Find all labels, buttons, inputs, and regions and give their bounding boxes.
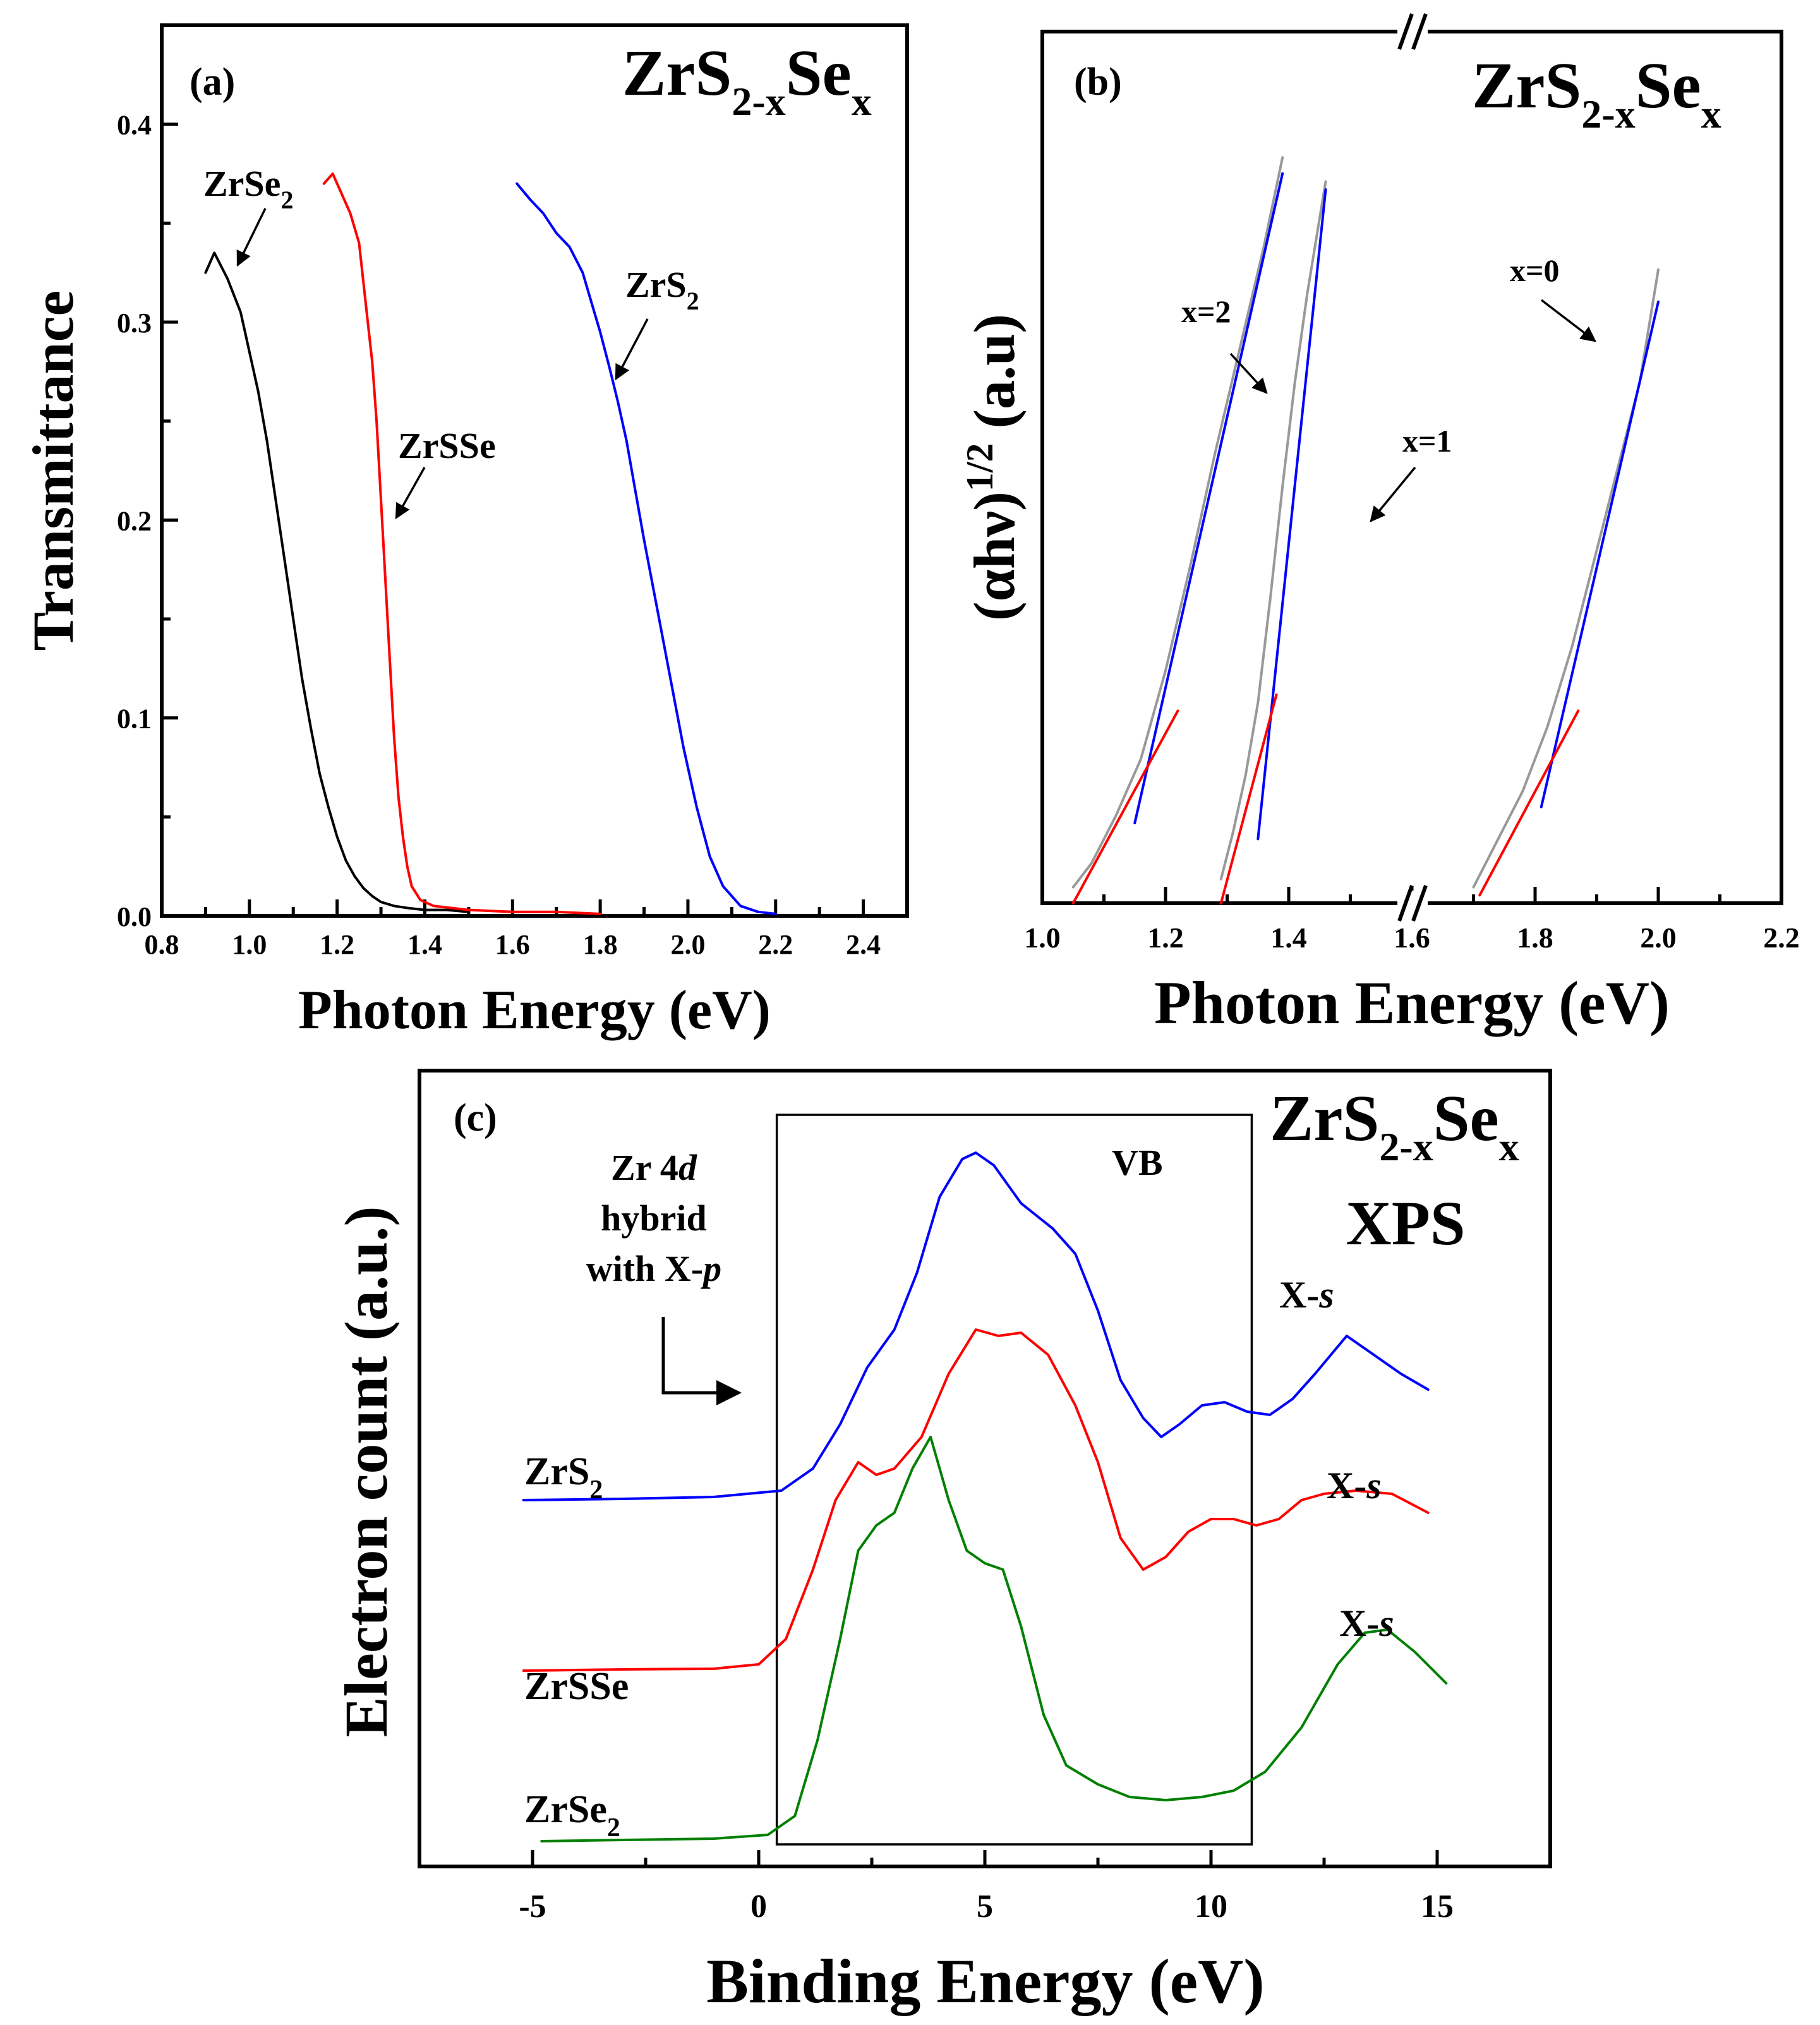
panel-a-y-tick-label: 0.0 — [117, 901, 152, 932]
panel-b-curve-x-0 — [1472, 268, 1660, 889]
zr4d-annotation-line2: hybrid — [601, 1198, 707, 1239]
panel-b-y-axis-label: (αhν)1/2 (a.u) — [959, 314, 1027, 621]
panel-b-curve-fit-high-x-0 — [1540, 300, 1660, 808]
panel-b-label-x1: x=1 — [1402, 423, 1452, 459]
panel-c-x-tick-label: 5 — [977, 1889, 993, 1925]
panel-a-x-tick-label: 1.6 — [495, 929, 530, 960]
panel-b-curve-fit-high-x-2 — [1133, 172, 1284, 824]
panel-a-label-zrs2: ZrS2 — [625, 264, 699, 315]
panel-c-curve-zrse2 — [540, 1436, 1448, 1842]
panel-a-arrow-zrsse — [395, 467, 426, 520]
panel-b-axis-break-bottom — [1397, 884, 1428, 922]
panel-b-x-axis-label: Photon Energy (eV) — [1154, 969, 1670, 1037]
xs-label-zrs2: X-s — [1279, 1274, 1334, 1316]
panel-c-x-axis-label: Binding Energy (eV) — [706, 1946, 1264, 2016]
panel-c-curve-zrs2 — [522, 1151, 1430, 1501]
panel-a-arrow-zrse2 — [236, 208, 267, 267]
panel-a-x-axis-label: Photon Energy (eV) — [298, 980, 771, 1041]
panel-b-curve-x-1 — [1219, 180, 1327, 880]
panel-a-y-axis-label: Transmittance — [21, 291, 85, 651]
panel-b: 1.0 1.2 1.4 1.6 1.8 2.0 2.2 (b) ZrS2-xSex x=2 … — [959, 13, 1800, 1037]
zr4d-annotation-line1: Zr 4d — [611, 1147, 697, 1188]
panel-a: 0.8 1.0 1.2 1.4 1.6 1.8 2.0 2.2 2.4 0.0 0.1 0.2 0.3… — [21, 23, 909, 1041]
panel-b-ticks — [1040, 887, 1783, 903]
panel-b-label-x2: x=2 — [1181, 294, 1231, 329]
panel-b-arrow-x2 — [1229, 352, 1268, 394]
panel-c-x-tick-label: 0 — [750, 1889, 767, 1925]
panel-b-x-tick-label: 1.2 — [1147, 922, 1184, 954]
panel-a-label: (a) — [190, 61, 235, 104]
panel-c-label-zrs2: ZrS2 — [524, 1450, 603, 1505]
panel-b-x-tick-label: 1.8 — [1517, 922, 1553, 954]
panel-a-curves — [204, 172, 777, 915]
panel-b-x-tick-label: 2.0 — [1640, 922, 1677, 954]
panel-b-curve-x-2 — [1071, 156, 1284, 889]
panel-a-arrow-zrs2 — [615, 318, 649, 381]
panel-b-x-tick-label: 1.0 — [1024, 922, 1061, 954]
panel-c-curve-zrsse — [522, 1328, 1430, 1672]
panel-a-x-tick-label: 1.0 — [232, 929, 267, 960]
panel-b-axis-break-top — [1397, 13, 1428, 51]
panel-a-y-tick-label: 0.1 — [117, 704, 152, 735]
panel-a-x-tick-label: 1.4 — [407, 929, 442, 960]
panel-b-curve-fit-low-x-0 — [1478, 709, 1580, 897]
panel-b-arrow-x0 — [1540, 299, 1596, 342]
xs-label-zrsse: X-s — [1327, 1465, 1382, 1506]
panel-a-curve-zrse2 — [204, 251, 470, 913]
panel-a-formula: ZrS2-xSex — [622, 37, 872, 124]
panel-b-x-tick-label: 2.2 — [1763, 922, 1800, 954]
panel-a-x-tick-label: 2.0 — [670, 929, 705, 960]
panel-a-x-tick-label: 0.8 — [145, 929, 179, 960]
panel-b-x-tick-label: 1.4 — [1270, 922, 1307, 954]
panel-a-label-zrse2: ZrSe2 — [203, 163, 293, 214]
panel-c-y-axis-label: Electron count (a.u.) — [332, 1206, 400, 1738]
panel-a-y-tick-label: 0.2 — [117, 505, 152, 536]
vb-label: VB — [1112, 1142, 1163, 1183]
panel-c-x-tick-labels: -5 0 5 10 15 — [519, 1889, 1454, 1925]
panel-a-x-tick-labels: 0.8 1.0 1.2 1.4 1.6 1.8 2.0 2.2 2.4 — [145, 929, 881, 960]
panel-b-label-x0: x=0 — [1510, 253, 1560, 288]
panel-b-curve-fit-high-x-1 — [1257, 188, 1327, 841]
zr4d-annotation-line3: with X-p — [586, 1248, 721, 1289]
panel-b-curves — [1071, 156, 1660, 904]
panel-a-curve-zrsse — [322, 172, 602, 915]
xs-label-zrse2: X-s — [1339, 1602, 1394, 1644]
panel-c-label: (c) — [454, 1097, 497, 1139]
panel-b-curve-fit-low-x-2 — [1071, 709, 1179, 904]
panel-b-label: (b) — [1074, 61, 1122, 104]
panel-b-arrow-x1 — [1370, 466, 1416, 522]
panel-c-label-zrse2: ZrSe2 — [524, 1788, 620, 1842]
panel-b-frame — [1040, 30, 1783, 905]
panel-a-x-tick-label: 2.4 — [846, 929, 881, 960]
panel-c: -5 0 5 10 15 (c) ZrS2-xSex XPS VB Zr 4d hybr… — [332, 1069, 1552, 2016]
zr4d-annotation-arrow — [661, 1317, 742, 1405]
panel-a-frame — [160, 23, 909, 918]
panel-a-label-zrsse: ZrSSe — [398, 425, 496, 466]
panel-c-x-tick-label: 10 — [1195, 1889, 1227, 1925]
panel-c-method: XPS — [1346, 1188, 1466, 1258]
vb-box — [775, 1114, 1253, 1846]
panel-c-label-zrsse: ZrSSe — [524, 1665, 629, 1708]
panel-c-curves — [522, 1151, 1448, 1842]
panel-c-ticks — [418, 1850, 1552, 1866]
panel-a-x-tick-label: 2.2 — [758, 929, 793, 960]
panel-b-formula: ZrS2-xSex — [1472, 49, 1721, 136]
panel-b-curve-fit-low-x-1 — [1219, 693, 1278, 904]
panel-a-x-tick-label: 1.2 — [320, 929, 354, 960]
panel-c-x-tick-label: -5 — [519, 1889, 546, 1925]
panel-a-y-tick-label: 0.3 — [117, 308, 152, 339]
panel-b-x-tick-labels: 1.0 1.2 1.4 1.6 1.8 2.0 2.2 — [1024, 922, 1800, 954]
panel-a-ticks — [160, 23, 865, 918]
panel-c-x-tick-label: 15 — [1421, 1889, 1454, 1925]
panel-a-y-tick-label: 0.4 — [117, 110, 152, 141]
panel-a-curve-zrs2 — [515, 182, 777, 915]
panel-c-formula: ZrS2-xSex — [1270, 1082, 1519, 1169]
panel-a-y-tick-labels: 0.0 0.1 0.2 0.3 0.4 — [117, 110, 152, 932]
panel-a-x-tick-label: 1.8 — [583, 929, 618, 960]
panel-b-x-tick-label: 1.6 — [1394, 922, 1430, 954]
